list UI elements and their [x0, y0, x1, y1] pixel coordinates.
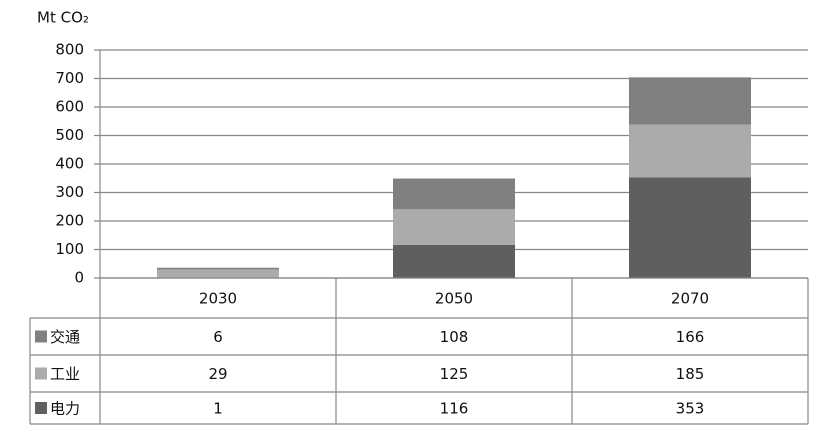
y-tick-label: 100 [55, 240, 84, 258]
data-label: 185 [676, 365, 705, 383]
data-label: 125 [440, 365, 469, 383]
data-label: 166 [676, 328, 705, 346]
y-tick-label: 400 [55, 155, 84, 173]
legend-marker [35, 331, 47, 343]
bar-segment [393, 179, 515, 210]
bar-segment [629, 125, 751, 178]
y-tick-label: 500 [55, 126, 84, 144]
data-label: 116 [440, 400, 469, 418]
data-label: 6 [213, 328, 223, 346]
y-tick-label: 800 [55, 41, 84, 59]
bar-segment [157, 269, 279, 277]
bar-segment [629, 177, 751, 278]
y-tick-label: 700 [55, 69, 84, 87]
y-axis-label: Mt CO₂ [37, 9, 89, 27]
y-tick-label: 0 [74, 269, 84, 287]
y-tick-label: 300 [55, 183, 84, 201]
x-tick-label: 2050 [435, 290, 473, 308]
legend-label: 交通 [50, 328, 80, 346]
bar-segment [393, 245, 515, 278]
data-label: 29 [208, 365, 227, 383]
data-label: 108 [440, 328, 469, 346]
legend-label: 工业 [50, 365, 80, 383]
x-tick-label: 2070 [671, 290, 709, 308]
data-label: 353 [676, 400, 705, 418]
bar-segment [629, 77, 751, 124]
legend-label: 电力 [50, 400, 80, 418]
y-tick-label: 600 [55, 98, 84, 116]
y-tick-label: 200 [55, 212, 84, 230]
x-tick-label: 2030 [199, 290, 237, 308]
data-label: 1 [213, 400, 223, 418]
bar-segment [157, 268, 279, 270]
bar-segment [393, 209, 515, 245]
legend-marker [35, 368, 47, 380]
legend-marker [35, 402, 47, 414]
